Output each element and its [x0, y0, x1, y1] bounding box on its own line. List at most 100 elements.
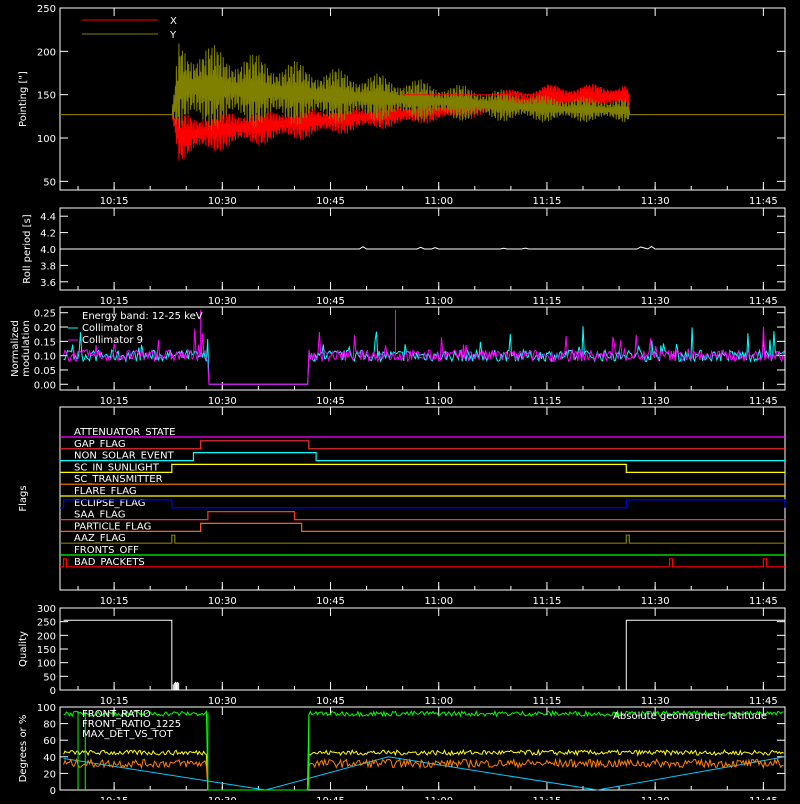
- flag-label-particle-flag: PARTICLE_FLAG: [74, 521, 151, 532]
- x-tick-label: 11:45: [749, 296, 778, 307]
- y-axis-label: Quality: [18, 631, 29, 667]
- flag-label-eclipse-flag: ECLIPSE_FLAG: [74, 498, 145, 509]
- y-axis-label: modulation: [21, 320, 32, 377]
- front-ratio-1225-line: [63, 748, 784, 791]
- modulation-ylabel: Normalized modulation: [10, 320, 32, 377]
- y-tick-label: 40: [43, 753, 56, 764]
- quality-ylabel: Quality: [18, 631, 29, 667]
- x-tick-label: 11:30: [641, 196, 670, 207]
- y-tick-label: 0.00: [34, 380, 56, 391]
- x-tick-label: 10:45: [316, 696, 345, 707]
- x-tick-label: 10:30: [208, 396, 237, 407]
- pointing-ylabel: Pointing ["]: [18, 71, 29, 127]
- x-tick-label: 11:00: [424, 396, 453, 407]
- geo-ylabel: Degrees or %: [18, 715, 29, 783]
- y-axis-label: Flags: [18, 485, 29, 511]
- y-tick-label: 0.15: [34, 337, 56, 348]
- x-tick-label: 10:15: [100, 196, 129, 207]
- y-tick-label: 250: [37, 618, 56, 629]
- legend-label: FRONT_RATIO_1225: [82, 719, 181, 730]
- legend-label: FRONT_RATIO: [82, 709, 151, 720]
- flag-label-flare-flag: FLARE_FLAG: [74, 486, 137, 497]
- x-tick-label: 10:30: [208, 196, 237, 207]
- x-tick-label: 11:15: [533, 296, 562, 307]
- flag-label-aaz-flag: AAZ_FLAG: [74, 533, 126, 544]
- x-tick-label: 10:15: [100, 696, 129, 707]
- y-axis-label: Roll period [s]: [22, 214, 33, 283]
- x-tick-label: 10:30: [208, 796, 237, 800]
- flag-line-bad-packets: [60, 558, 785, 568]
- legend-label: Energy band: 12-25 keV: [82, 311, 203, 322]
- y-tick-label: 0.20: [34, 323, 56, 334]
- x-tick-label: 11:45: [749, 796, 778, 800]
- y-tick-label: 4.4: [40, 212, 56, 223]
- flag-label-bad-packets: BAD_PACKETS: [74, 557, 145, 568]
- x-tick-label: 10:30: [208, 296, 237, 307]
- x-tick-label: 10:45: [316, 196, 345, 207]
- front-ratio-line: [63, 709, 784, 791]
- pointing-frame: [59, 7, 786, 191]
- x-tick-label: 11:45: [749, 596, 778, 607]
- x-tick-label: 11:45: [749, 196, 778, 207]
- y-tick-label: 150: [37, 645, 56, 656]
- y-tick-label: 200: [37, 631, 56, 642]
- flag-line-aaz-flag: [60, 534, 785, 544]
- y-tick-label: 3.8: [40, 261, 56, 272]
- flag-line-sc-in-sunlight: [60, 463, 785, 473]
- legend-label: Collimator 9: [82, 335, 143, 346]
- x-tick-label: 10:45: [316, 596, 345, 607]
- x-tick-label: 11:15: [533, 796, 562, 800]
- y-tick-label: 80: [43, 720, 56, 731]
- x-tick-label: 10:45: [316, 396, 345, 407]
- flags-frame: [59, 406, 786, 591]
- x-tick-label: 11:15: [533, 196, 562, 207]
- flags-ylabel: Flags: [18, 485, 29, 511]
- roll-period-line: [60, 245, 785, 250]
- x-tick-label: 11:30: [641, 296, 670, 307]
- geo-frame: [59, 706, 786, 791]
- max-det-vs-tot-line: [63, 757, 784, 791]
- y-tick-label: 50: [43, 177, 56, 188]
- flag-label-sc-transmitter: SC_TRANSMITTER: [74, 474, 163, 485]
- x-tick-label: 11:00: [424, 596, 453, 607]
- flag-line-particle-flag: [60, 522, 785, 532]
- x-tick-label: 11:00: [424, 296, 453, 307]
- y-tick-label: 20: [43, 769, 56, 780]
- flag-label-sc-in-sunlight: SC_IN_SUNLIGHT: [74, 462, 160, 473]
- x-tick-label: 11:00: [424, 796, 453, 800]
- y-tick-label: 200: [37, 47, 56, 58]
- x-tick-label: 10:30: [208, 596, 237, 607]
- x-tick-label: 11:15: [533, 396, 562, 407]
- X-line-top: [402, 83, 630, 97]
- y-tick-label: 4.2: [40, 229, 56, 240]
- y-tick-label: 0.25: [34, 309, 56, 320]
- y-tick-label: 3.6: [40, 278, 56, 289]
- y-tick-label: 150: [37, 91, 56, 102]
- x-tick-label: 11:15: [533, 696, 562, 707]
- y-tick-label: 4.0: [40, 245, 56, 256]
- x-tick-label: 10:45: [316, 296, 345, 307]
- x-tick-label: 11:00: [424, 196, 453, 207]
- x-tick-label: 11:00: [424, 696, 453, 707]
- legend-label: X: [170, 16, 177, 27]
- y-tick-label: 50: [43, 672, 56, 683]
- y-tick-label: 0.05: [34, 366, 56, 377]
- x-tick-label: 11:45: [749, 696, 778, 707]
- modulation-collimator-9: [63, 326, 785, 385]
- roll-ylabel: Roll period [s]: [22, 214, 33, 283]
- modulation-frame: [59, 306, 786, 391]
- Y-line: [171, 43, 631, 130]
- y-tick-label: 250: [37, 4, 56, 15]
- y-tick-label: 100: [37, 703, 56, 714]
- y-tick-label: 60: [43, 736, 56, 747]
- legend-label: MAX_DET_VS_TOT: [82, 729, 174, 740]
- y-tick-label: 100: [37, 659, 56, 670]
- y-axis-label: Normalized: [10, 320, 21, 377]
- x-tick-label: 11:30: [641, 596, 670, 607]
- flag-label-saa-flag: SAA_FLAG: [74, 510, 125, 521]
- y-tick-label: 0: [50, 786, 56, 797]
- x-tick-label: 11:15: [533, 596, 562, 607]
- y-tick-label: 0.10: [34, 352, 56, 363]
- legend-label: Collimator 8: [82, 323, 143, 334]
